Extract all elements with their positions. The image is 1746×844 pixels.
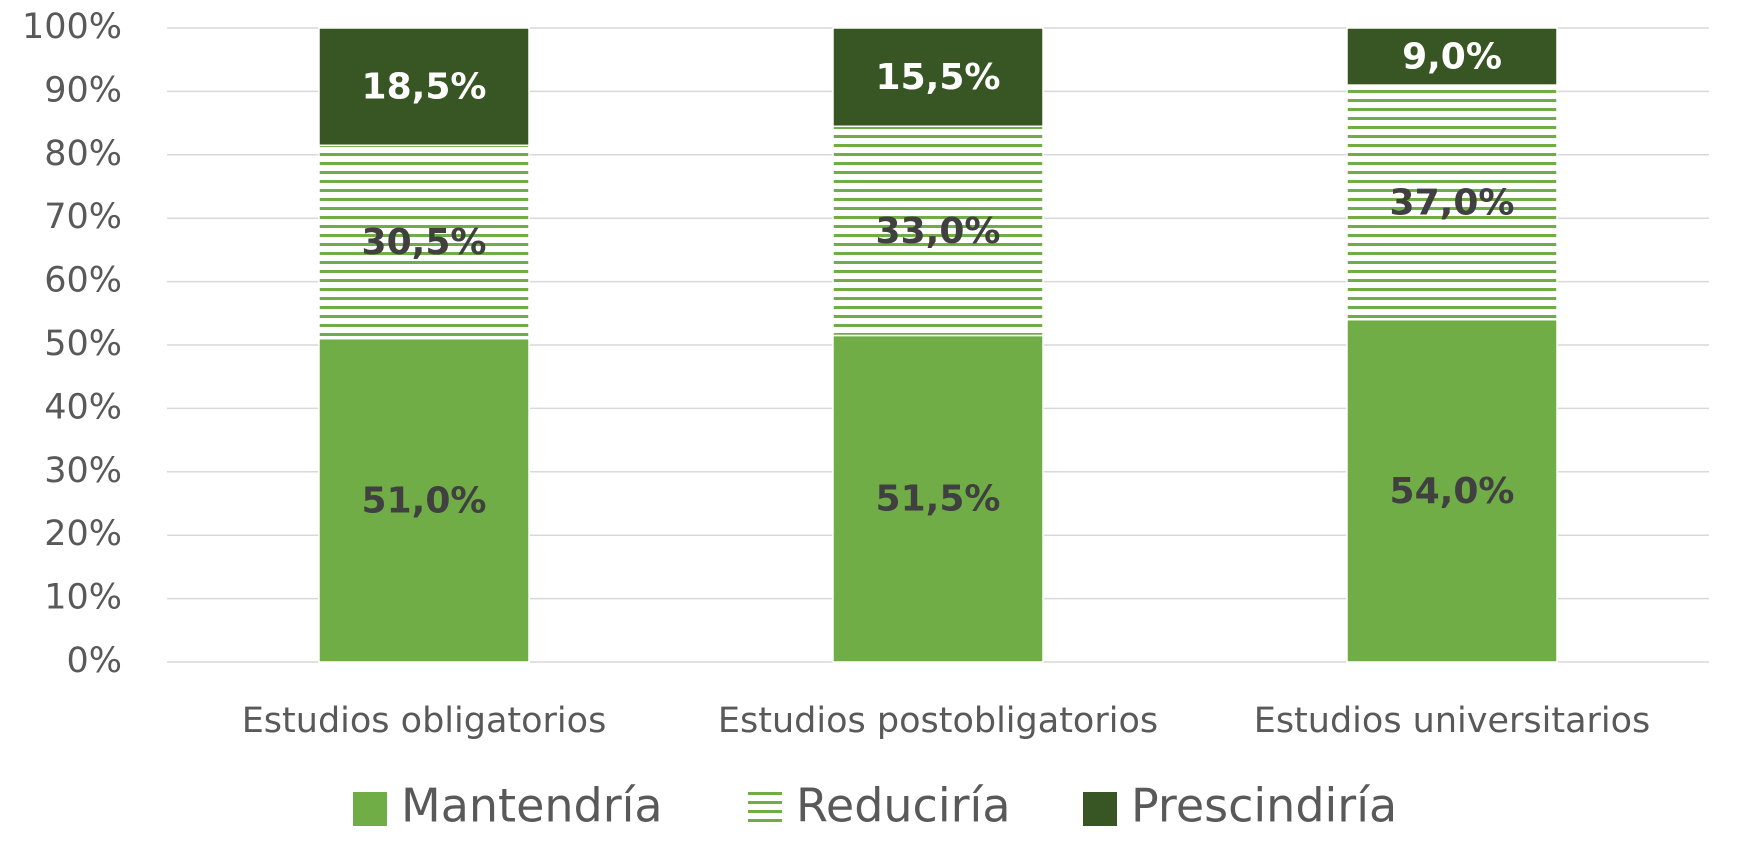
bar-segment	[832, 334, 1044, 663]
legend-label: Prescindiría	[1131, 779, 1397, 833]
y-tick-label: 80%	[44, 134, 122, 174]
bar-segment	[318, 27, 530, 147]
legend-swatch	[353, 792, 387, 826]
legend-label: Reduciría	[796, 779, 1011, 833]
y-tick-label: 40%	[44, 387, 122, 427]
x-tick-label: Estudios universitarios	[1254, 701, 1651, 741]
y-tick-label: 30%	[44, 451, 122, 491]
data-label: 15,5%	[876, 57, 1001, 98]
data-label: 51,0%	[362, 480, 487, 521]
data-label: 18,5%	[362, 67, 487, 108]
y-tick-label: 60%	[44, 261, 122, 301]
data-label: 9,0%	[1402, 37, 1502, 78]
legend-swatch	[748, 792, 782, 826]
data-label: 30,5%	[362, 222, 487, 263]
bar-segment	[1346, 318, 1558, 663]
data-label: 54,0%	[1390, 471, 1515, 512]
y-tick-label: 0%	[66, 641, 122, 681]
y-tick-label: 100%	[22, 7, 122, 47]
bar-segment	[832, 125, 1044, 337]
legend-label: Mantendría	[401, 779, 663, 833]
data-label: 33,0%	[876, 211, 1001, 252]
data-label: 51,5%	[876, 479, 1001, 520]
bar-segment	[318, 144, 530, 340]
bar-segment	[318, 337, 530, 663]
y-tick-label: 20%	[44, 514, 122, 554]
bar-segment	[1346, 84, 1558, 321]
x-tick-label: Estudios obligatorios	[242, 701, 607, 741]
legend-swatch	[1083, 792, 1117, 826]
bar-segment	[1346, 27, 1558, 86]
y-tick-label: 90%	[44, 70, 122, 110]
bar-segment	[832, 27, 1044, 128]
y-tick-label: 50%	[44, 324, 122, 364]
x-tick-label: Estudios postobligatorios	[718, 701, 1158, 741]
data-label: 37,0%	[1390, 182, 1515, 223]
y-tick-label: 10%	[44, 578, 122, 618]
y-tick-label: 70%	[44, 197, 122, 237]
